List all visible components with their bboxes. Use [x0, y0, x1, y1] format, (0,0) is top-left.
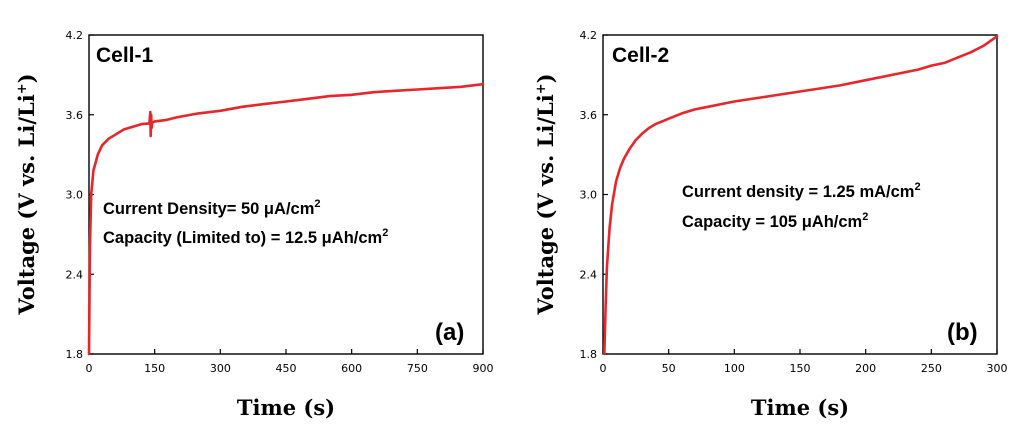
y-tick-label-b: 3.0 — [580, 189, 598, 202]
y-tick-label-a: 1.8 — [66, 348, 84, 361]
y-tick-label-a: 3.6 — [66, 109, 84, 122]
annotation-current-density-a: Current Density= 50 μA/cm2 — [103, 198, 321, 218]
x-axis-label-b: Time (s) — [751, 395, 849, 420]
panel-a: 0 150 300 450 600 750 900 1.8 2.4 3.0 3.6 4.2 Cell-… — [14, 29, 494, 420]
panel-tag-b: (b) — [947, 319, 978, 346]
y-tick-label-b: 2.4 — [580, 268, 598, 281]
plot-frame-a — [88, 34, 484, 355]
voltage-curve-b — [603, 35, 999, 356]
y-tick-label-b: 3.6 — [580, 109, 598, 122]
x-tick-label-a: 600 — [341, 362, 362, 375]
panel-title-a: Cell-1 — [96, 44, 154, 67]
voltage-curve-a — [87, 82, 485, 356]
x-tick-label-a: 900 — [473, 362, 494, 375]
x-tick-label-b: 300 — [987, 362, 1008, 375]
x-tick-label-a: 0 — [86, 362, 93, 375]
annotation-capacity-b: Capacity = 105 μAh/cm2 — [682, 211, 868, 231]
x-tick-label-b: 200 — [855, 362, 876, 375]
annotation-capacity-a: Capacity (Limited to) = 12.5 μAh/cm2 — [103, 227, 388, 247]
y-tick-label-b: 4.2 — [580, 29, 598, 42]
y-tick-label-b: 1.8 — [580, 348, 598, 361]
x-tick-label-a: 750 — [407, 362, 428, 375]
x-tick-label-b: 100 — [724, 362, 745, 375]
ticks-b: 0 50 100 150 200 250 300 1.8 2.4 3.0 3.6 4.2 — [580, 29, 1008, 375]
panel-title-b: Cell-2 — [612, 44, 669, 67]
y-tick-label-a: 4.2 — [66, 29, 84, 42]
x-tick-label-b: 0 — [600, 362, 607, 375]
x-tick-label-b: 250 — [921, 362, 942, 375]
y-axis-label-a: Voltage (V vs. Li/Li+) — [14, 73, 39, 315]
x-tick-label-a: 450 — [276, 362, 297, 375]
ticks-a: 0 150 300 450 600 750 900 1.8 2.4 3.0 3.6 4.2 — [66, 29, 494, 375]
annotation-current-density-b: Current density = 1.25 mA/cm2 — [682, 181, 921, 201]
x-tick-label-a: 300 — [210, 362, 231, 375]
x-tick-label-a: 150 — [144, 362, 165, 375]
x-tick-label-b: 50 — [662, 362, 676, 375]
x-tick-label-b: 150 — [790, 362, 811, 375]
y-tick-label-a: 2.4 — [66, 268, 84, 281]
x-axis-label-a: Time (s) — [237, 395, 335, 420]
panel-b: 0 50 100 150 200 250 300 1.8 2.4 3.0 3.6 4.2 Cell-2… — [533, 29, 1008, 420]
panel-tag-a: (a) — [435, 319, 464, 346]
y-tick-label-a: 3.0 — [66, 189, 84, 202]
y-axis-label-b: Voltage (V vs. Li/Li+) — [533, 73, 558, 315]
